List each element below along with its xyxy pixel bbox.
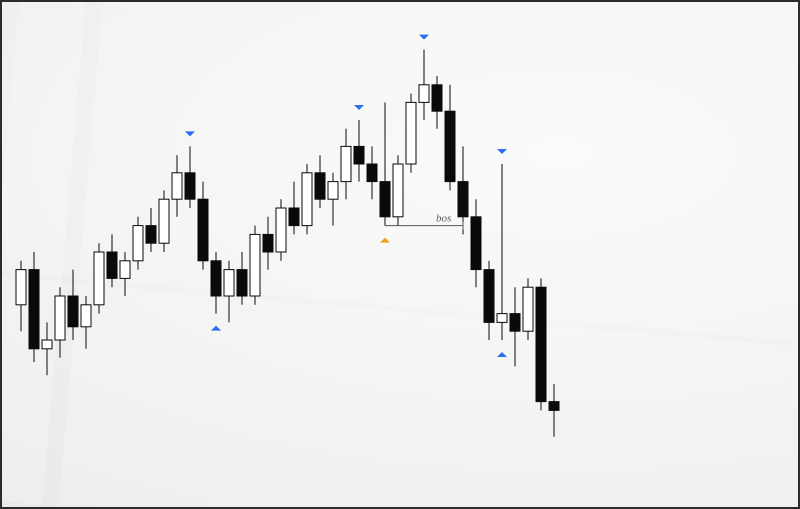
candle-up: [393, 164, 403, 217]
candle-up: [16, 270, 26, 305]
candle-up: [523, 287, 533, 331]
candle-up: [250, 234, 260, 296]
candle-down: [367, 164, 377, 182]
candle-down: [458, 182, 468, 217]
candle-up: [419, 85, 429, 103]
candle-down: [107, 252, 117, 278]
marker-up-icon: [497, 352, 507, 357]
candle-down: [432, 85, 442, 111]
candlestick-chart: bos: [2, 2, 798, 507]
marker-down-icon: [419, 35, 429, 40]
marker-down-icon: [185, 131, 195, 136]
chart-frame: bos: [0, 0, 800, 509]
candle-down: [549, 402, 559, 411]
candle-down: [510, 314, 520, 332]
marker-down-icon: [354, 105, 364, 110]
candle-up: [328, 182, 338, 200]
marker-down-icon: [497, 149, 507, 154]
candle-up: [497, 314, 507, 323]
candle-up: [42, 340, 52, 349]
marker-up-icon: [211, 326, 221, 331]
candle-up: [276, 208, 286, 252]
candle-up: [406, 102, 416, 164]
bos-label: bos: [436, 213, 451, 225]
candle-down: [198, 199, 208, 261]
candle-up: [133, 226, 143, 261]
candle-down: [289, 208, 299, 226]
candle-down: [29, 270, 39, 349]
candle-down: [354, 146, 364, 164]
candle-down: [263, 234, 273, 252]
candle-down: [185, 173, 195, 199]
candle-up: [224, 270, 234, 296]
candle-down: [380, 182, 390, 217]
marker-up-icon: [380, 238, 390, 243]
candle-up: [159, 199, 169, 243]
candle-down: [211, 261, 221, 296]
candle-up: [55, 296, 65, 340]
candle-down: [445, 111, 455, 181]
candle-down: [536, 287, 546, 401]
candle-up: [302, 173, 312, 226]
candle-down: [471, 217, 481, 270]
candle-down: [237, 270, 247, 296]
candle-up: [81, 305, 91, 327]
candle-down: [68, 296, 78, 327]
candle-down: [484, 270, 494, 323]
candle-down: [315, 173, 325, 199]
candle-down: [146, 226, 156, 244]
candle-up: [120, 261, 130, 279]
candle-up: [172, 173, 182, 199]
candle-up: [94, 252, 104, 305]
candle-up: [341, 146, 351, 181]
